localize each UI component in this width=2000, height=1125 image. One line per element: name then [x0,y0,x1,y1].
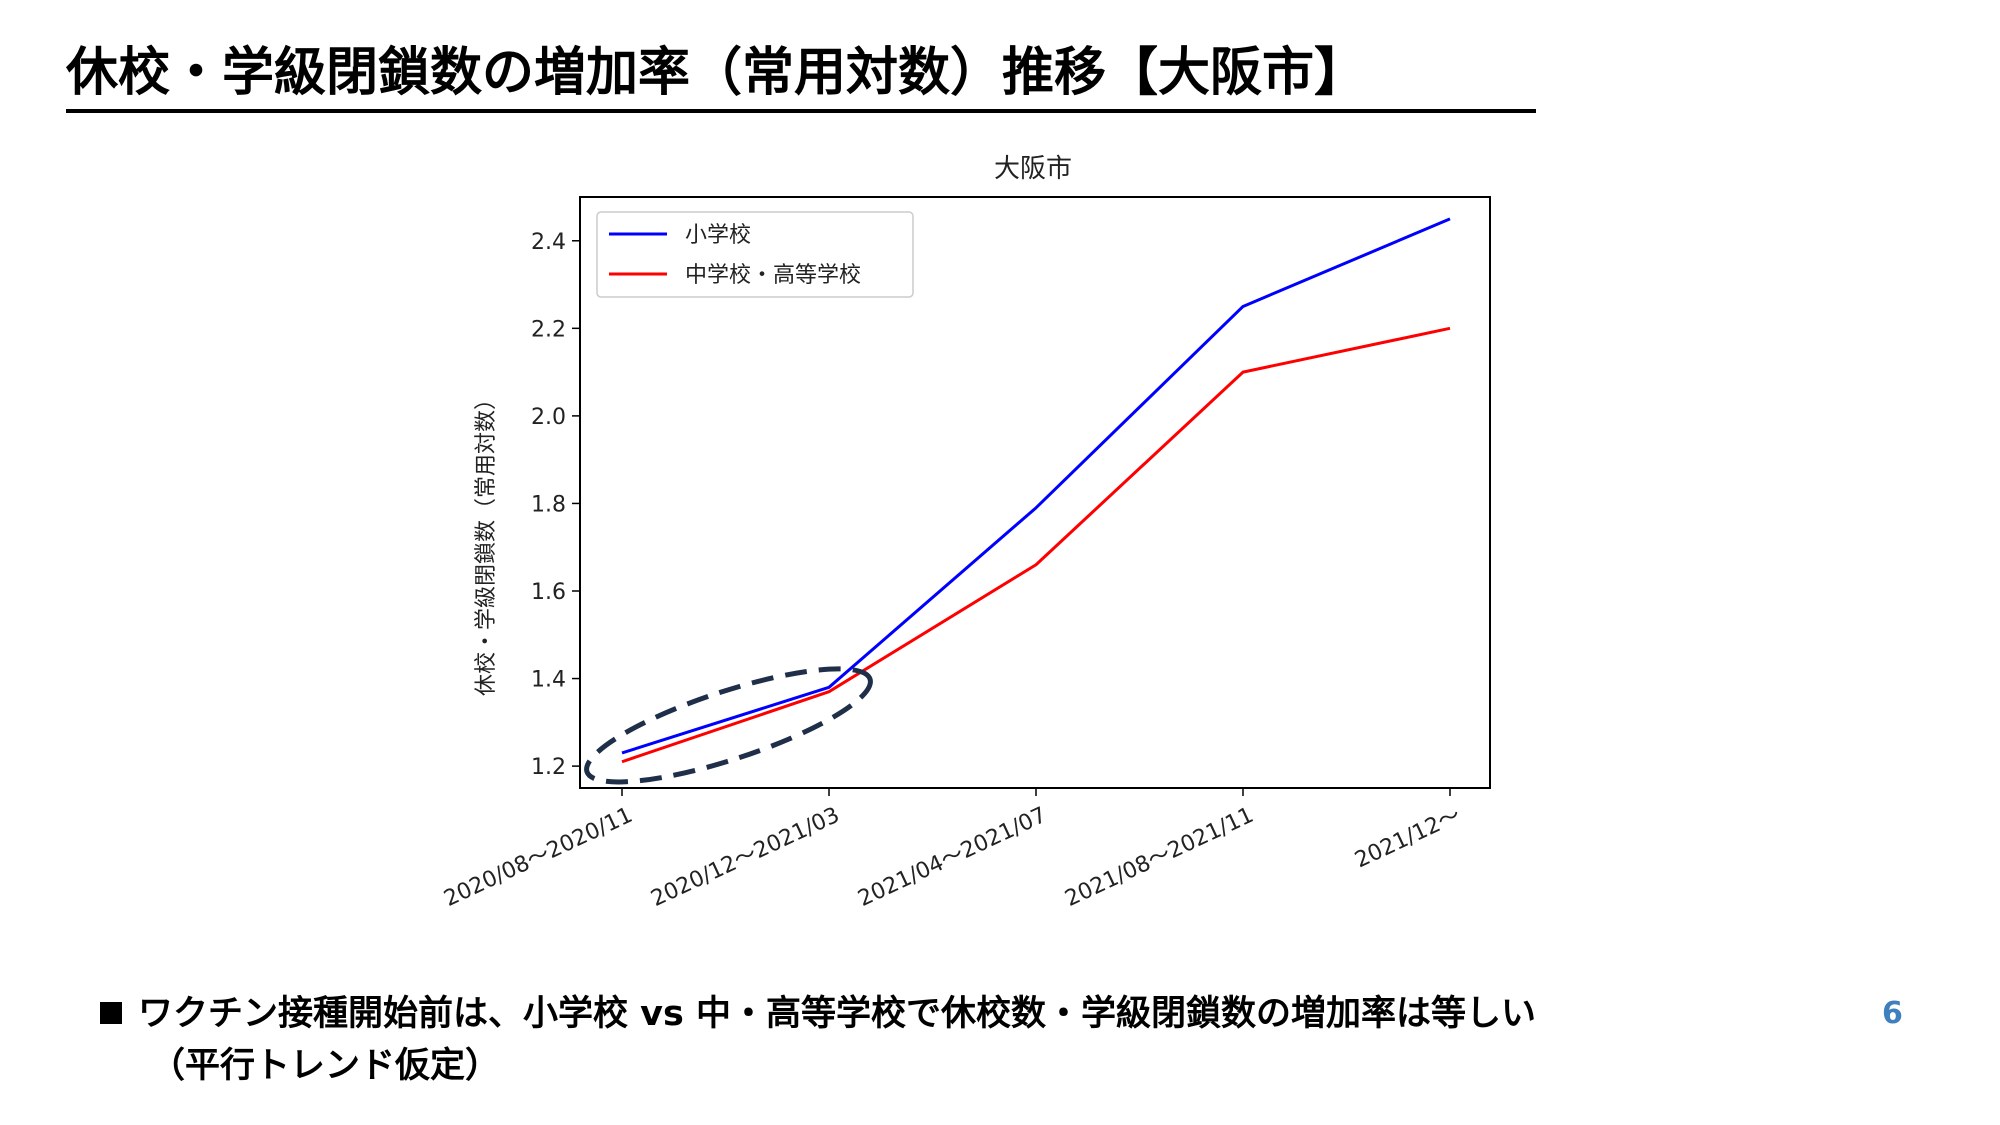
bullet-text: ワクチン接種開始前は、小学校 vs 中・高等学校で休校数・学級閉鎖数の増加率は等… [138,994,1537,1034]
x-tick-label: 2020/12～2021/03 [647,803,843,912]
legend-label: 中学校・高等学校 [685,263,861,288]
series-line-2 [621,326,1451,764]
plot-area: 1.2 1.4 1.6 1.8 2.0 2.2 2.4 2020/08～2020/11 2020… [440,196,1491,912]
legend-box [596,211,914,298]
page-number: 6 [1882,996,1903,1031]
legend-label: 小学校 [685,223,751,248]
y-tick-label: 2.4 [531,230,566,255]
bullet-point: ワクチン接種開始前は、小学校 vs 中・高等学校で休校数・学級閉鎖数の増加率は等… [100,990,1536,1038]
y-tick-label: 1.2 [531,755,566,780]
page-title: 休校・学級閉鎖数の増加率（常用対数）推移【大阪市】 [66,43,1367,103]
x-tick-label: 2020/08～2020/11 [440,803,636,912]
y-tick-label: 1.6 [531,580,566,605]
square-bullet-icon [100,1002,122,1024]
series-line-1 [621,217,1451,755]
y-tick-label: 1.4 [531,668,566,693]
y-tick-label: 2.0 [531,405,566,430]
x-tick-label: 2021/08～2021/11 [1061,803,1257,912]
line-chart: 大阪市 1.2 1.4 1.6 1.8 2.0 2.2 2.4 2020/08～2020/11… [440,154,1491,912]
x-tick-label: 2021/04～2021/07 [854,803,1050,912]
x-tick-label: 2021/12～ [1351,803,1464,874]
bullet-note: （平行トレンド仮定） [150,1046,501,1086]
chart-title: 大阪市 [994,154,1072,184]
y-axis-title: 休校・学級閉鎖数（常用対数） [474,388,499,696]
y-tick-label: 1.8 [531,492,566,517]
dashed-ellipse-annotation [584,666,873,785]
title-underline [66,109,1536,113]
y-tick-label: 2.2 [531,317,566,342]
plot-frame [579,196,1491,789]
